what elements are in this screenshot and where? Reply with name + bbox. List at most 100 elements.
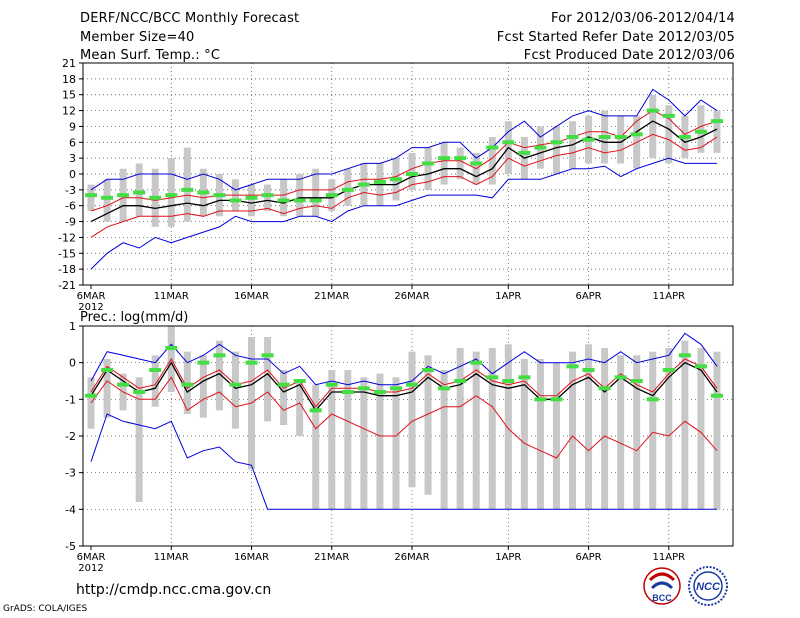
temp-climatology-mark [470,161,483,166]
temp-line-ensemble-mean [90,120,718,223]
prec-line-minimum [90,413,717,510]
temp-climatology-mark [85,193,98,198]
prec-climatology-mark [454,379,467,383]
prec-box [488,348,496,510]
prec-ytick-label: -4 [65,503,76,516]
prec-climatology-mark [518,375,531,380]
prec-box [665,348,673,510]
prec-xtick-label: 26MAR [394,552,429,563]
prec-xtick-label: 6APR [575,552,601,563]
prec-climatology-mark [662,368,675,372]
temp-climatology-mark [149,195,162,200]
prec-box [264,337,272,422]
temp-xtick-label: 16MAR [234,291,269,302]
prec-climatology-mark [694,364,707,369]
prec-xtick-label: 1APR [495,552,521,563]
prec-panel: Prec.: log(mm/d)-5-4-3-2-1016MAR201211MA… [65,310,734,574]
prec-climatology-mark [341,390,354,394]
prec-box [376,373,384,510]
temp-climatology-mark [502,140,515,145]
prec-climatology-mark [582,368,595,372]
prec-xtick-label: 16MAR [234,552,269,563]
source-url[interactable]: http://cmdp.ncc.cma.gov.cn [76,582,272,598]
temp-ytick-label: -9 [65,216,76,229]
prec-climatology-mark [630,379,643,383]
prec-line-upper-spread [90,358,718,408]
temp-climatology-mark [518,150,531,155]
prec-xtick-label: 11MAR [154,552,189,563]
variable-label: Mean Surf. Temp.: °C [80,48,221,63]
prec-box [103,359,111,418]
temp-xtick-label: 26MAR [394,291,429,302]
temp-climatology-mark [213,193,226,198]
temp-ytick-label: 3 [69,152,76,165]
prec-box [215,340,223,411]
temp-climatology-mark [373,179,386,184]
grads-credit: GrADS: COLA/IGES [3,604,88,614]
prec-climatology-mark [566,364,579,369]
prec-box [472,351,480,510]
prec-ytick-label: -3 [65,467,76,480]
prec-climatology-mark [470,360,483,365]
temp-climatology-mark [341,187,354,192]
temp-climatology-mark [582,137,595,142]
temp-ytick-label: 0 [69,168,76,181]
forecast-started-label: Fcst Started Refer Date 2012/03/05 [496,30,735,45]
prec-title: Prec.: log(mm/d) [80,310,188,325]
temp-climatology-mark [261,193,274,198]
prec-box [440,370,448,510]
temp-box [488,137,496,185]
prec-box [601,348,609,510]
temp-ytick-label: 15 [62,89,76,102]
prec-climatology-mark [229,382,242,387]
temp-climatology-mark [406,172,419,176]
temp-climatology-mark [325,193,338,198]
prec-climatology-mark [486,375,499,380]
prec-box [408,351,416,488]
temp-climatology-mark [678,135,691,139]
temp-ytick-label: -15 [58,247,76,260]
temp-xtick-label: 11MAR [154,291,189,302]
prec-box [697,348,705,510]
temp-climatology-mark [101,195,114,200]
temp-climatology-mark [277,198,290,203]
prec-climatology-mark [277,382,290,387]
prec-box [360,377,368,510]
prec-climatology-mark [373,390,386,394]
temp-ytick-label: 18 [62,73,76,86]
prec-ytick-label: 0 [69,357,76,370]
prec-box [135,377,143,502]
temp-box [264,184,272,211]
prec-line-lower-spread [90,376,718,459]
temp-climatology-mark [566,135,579,139]
temp-climatology-mark [165,193,178,198]
temp-ytick-label: -12 [58,231,76,244]
prec-box [328,370,336,510]
temp-box [296,174,304,217]
temp-climatology-mark [454,156,467,161]
temp-climatology-mark [181,187,194,192]
prec-box [504,344,512,510]
temp-climatology-mark [438,156,451,161]
prec-climatology-mark [614,375,627,380]
temp-climatology-mark [486,145,499,150]
prec-box [392,377,400,510]
temp-xtick-year: 2012 [78,302,103,313]
prec-climatology-mark [197,360,210,365]
prec-xtick-label: 11APR [653,552,686,563]
temp-ytick-label: 12 [62,105,76,118]
temp-box [183,147,191,222]
prec-climatology-mark [534,397,547,402]
temp-box [87,184,95,211]
temp-climatology-mark [710,119,723,124]
temp-climatology-mark [133,190,146,195]
temp-climatology-mark [646,108,659,113]
prec-box [633,355,641,510]
prec-climatology-mark [710,393,723,398]
temp-xtick-label: 6MAR [77,291,106,302]
temp-box [456,147,464,180]
temp-climatology-mark [117,193,130,198]
prec-box [536,359,544,510]
temp-ytick-label: 21 [62,57,76,70]
